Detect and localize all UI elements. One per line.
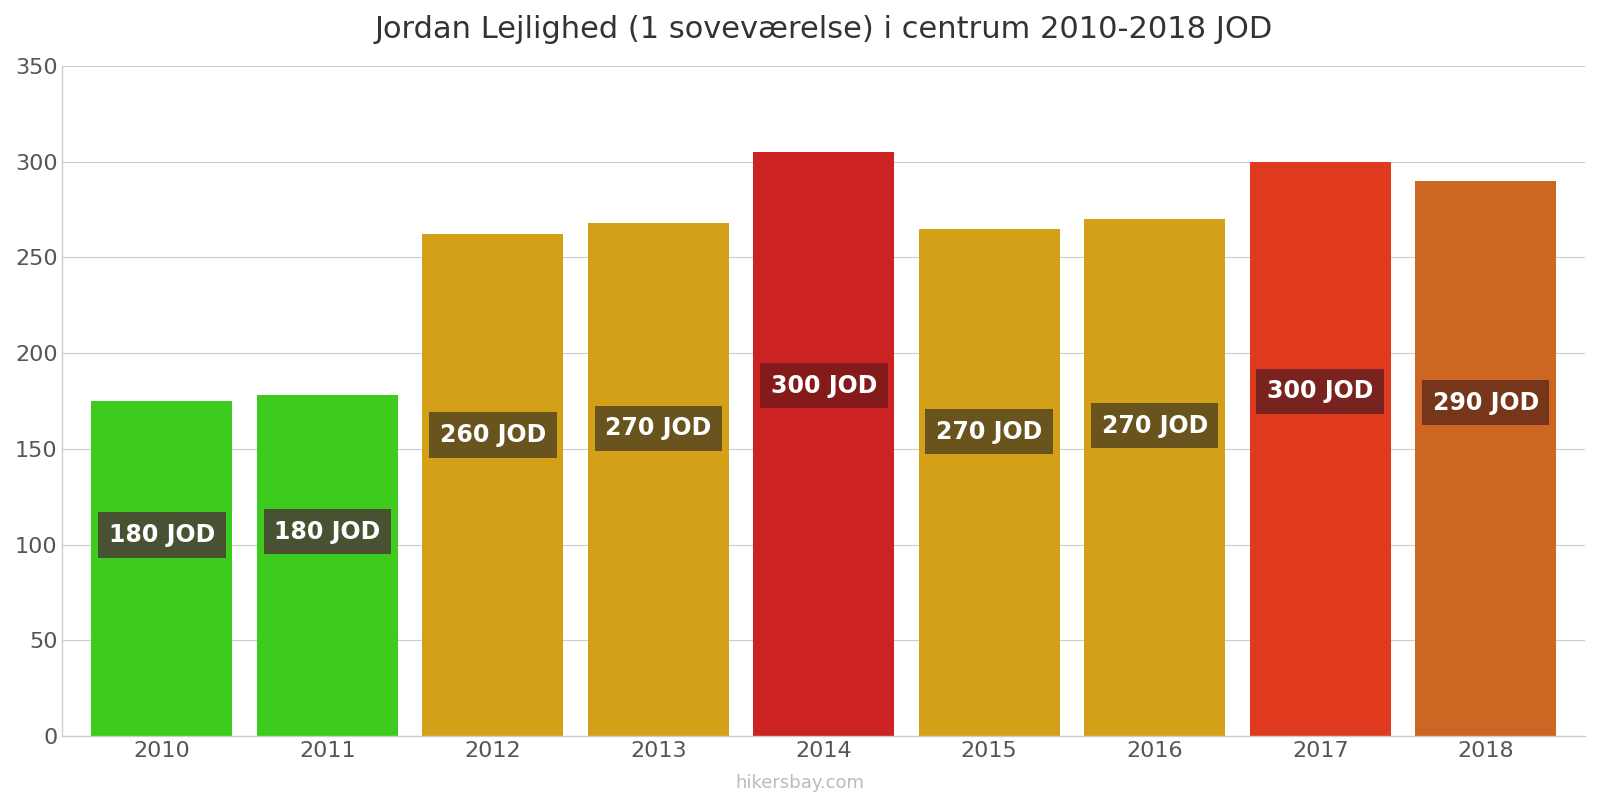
Bar — [587, 223, 728, 736]
Text: 300 JOD: 300 JOD — [1267, 379, 1373, 403]
Bar — [918, 229, 1059, 736]
Text: 180 JOD: 180 JOD — [274, 519, 381, 543]
Text: 270 JOD: 270 JOD — [1101, 414, 1208, 438]
Title: Jordan Lejlighed (1 soveværelse) i centrum 2010-2018 JOD: Jordan Lejlighed (1 soveværelse) i centr… — [374, 15, 1274, 44]
Bar — [1416, 181, 1557, 736]
Bar — [754, 152, 894, 736]
Text: 180 JOD: 180 JOD — [109, 523, 214, 547]
Text: 260 JOD: 260 JOD — [440, 423, 546, 447]
Bar — [258, 395, 398, 736]
Bar — [422, 234, 563, 736]
Text: hikersbay.com: hikersbay.com — [736, 774, 864, 792]
Text: 300 JOD: 300 JOD — [771, 374, 877, 398]
Text: 270 JOD: 270 JOD — [605, 416, 712, 440]
Bar — [1085, 219, 1226, 736]
Bar — [1250, 162, 1390, 736]
Bar — [91, 401, 232, 736]
Text: 270 JOD: 270 JOD — [936, 420, 1042, 444]
Text: 290 JOD: 290 JOD — [1432, 391, 1539, 415]
